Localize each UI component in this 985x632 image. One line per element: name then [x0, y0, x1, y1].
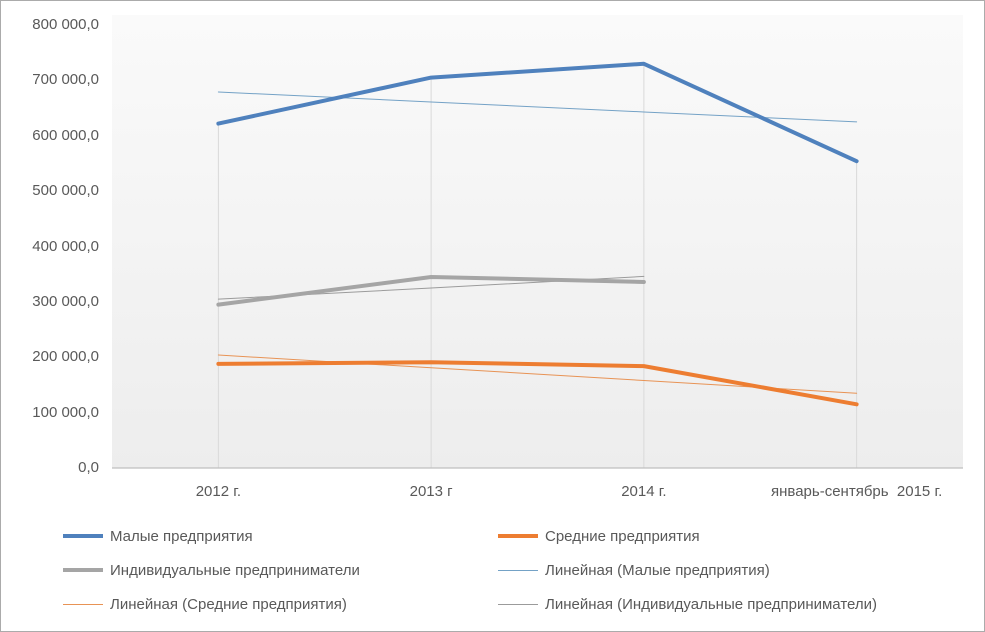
legend-item: Линейная (Средние предприятия)	[63, 594, 347, 614]
x-axis-category-label: 2013 г	[409, 483, 453, 500]
legend-item: Средние предприятия	[498, 526, 700, 546]
legend-marker-line	[63, 603, 103, 605]
legend-label: Малые предприятия	[110, 527, 253, 545]
series-line	[216, 274, 646, 307]
y-axis-tick-label: 300 000,0	[32, 292, 99, 310]
legend-marker-line	[498, 534, 538, 538]
legend-item: Линейная (Малые предприятия)	[498, 560, 770, 580]
x-axis-category-label: 2014 г.	[621, 483, 667, 500]
legend-label: Линейная (Малые предприятия)	[545, 561, 770, 579]
y-axis-tick-label: 700 000,0	[32, 71, 99, 89]
series-line	[216, 61, 859, 164]
legend-label: Средние предприятия	[545, 527, 700, 545]
series-line-trend	[217, 91, 858, 123]
legend-item: Линейная (Индивидуальные предприниматели…	[498, 594, 877, 614]
plot-area	[112, 15, 963, 468]
chart-canvas	[112, 61, 963, 469]
legend-marker-line	[63, 534, 103, 538]
y-axis-tick-label: 0,0	[78, 459, 99, 476]
y-axis-tick-label: 100 000,0	[32, 403, 99, 421]
y-axis-tick-label: 800 000,0	[32, 16, 99, 33]
y-axis-tick-label: 400 000,0	[32, 237, 99, 255]
legend-label: Линейная (Индивидуальные предприниматели…	[545, 595, 877, 613]
legend-marker-line	[63, 568, 103, 572]
legend-marker-line	[498, 569, 538, 571]
legend-label: Индивидуальные предприниматели	[110, 561, 360, 579]
x-axis-category-label: 2012 г.	[195, 483, 242, 500]
y-axis-tick-label: 600 000,0	[32, 126, 99, 144]
legend-label: Линейная (Средние предприятия)	[110, 595, 347, 613]
x-axis-category-label: январь-сентябрь 2015 г.	[771, 483, 943, 500]
legend-marker-line	[498, 603, 538, 605]
legend-item: Индивидуальные предприниматели	[63, 560, 360, 580]
y-axis-tick-label: 500 000,0	[32, 182, 99, 200]
legend-item: Малые предприятия	[63, 526, 253, 546]
series-line	[216, 360, 859, 407]
y-axis-tick-label: 200 000,0	[32, 348, 99, 366]
